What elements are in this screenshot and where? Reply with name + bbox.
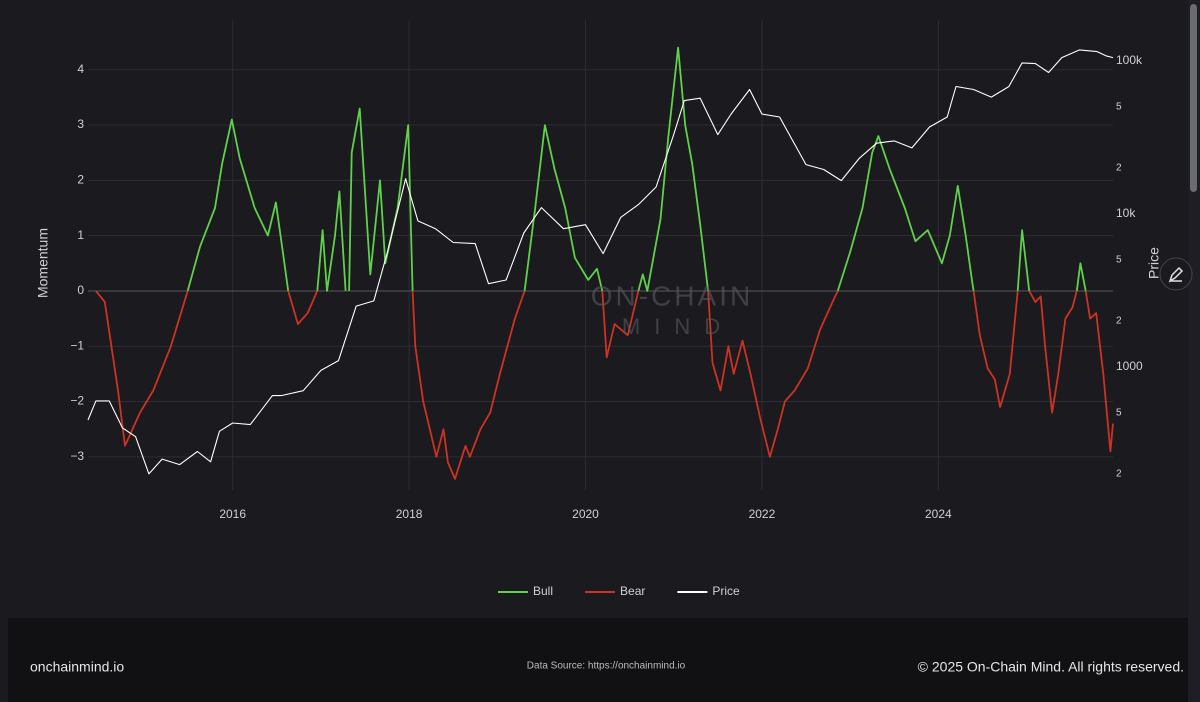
legend-label: Bear [620,584,645,598]
y2-tick-label: 5 [1116,102,1122,113]
y-tick-label: 1 [77,228,84,242]
y2-tick-label: 5 [1116,408,1122,419]
series-line [95,290,1114,480]
y-tick-label: −1 [70,338,84,352]
y2-tick-label: 2 [1116,469,1122,480]
footer-copyright: © 2025 On-Chain Mind. All rights reserve… [918,659,1184,675]
watermark: MIND [622,314,734,339]
watermark: ON-CHAIN [591,280,753,311]
footer [8,618,1188,702]
legend-label: Price [712,584,740,598]
y2-tick-label: 1000 [1116,359,1143,373]
y2-tick-label: 10k [1116,206,1136,220]
y-tick-label: 2 [77,173,84,187]
y-tick-label: −2 [70,394,84,408]
y2-tick-label: 5 [1116,255,1122,266]
x-tick-label: 2022 [749,507,776,521]
x-tick-label: 2024 [925,507,952,521]
legend: Bull Bear Price [498,584,740,598]
x-tick-label: 2018 [396,507,423,521]
y2-tick-label: 100k [1116,53,1143,67]
y-tick-label: 3 [77,117,84,131]
y-tick-label: −3 [70,449,84,463]
series-line [186,46,1087,292]
y-tick-label: 0 [77,283,84,297]
y2-tick-label: 2 [1116,316,1122,327]
x-tick-label: 2020 [572,507,599,521]
y2-axis-title: Price [1146,247,1162,279]
legend-label: Bull [533,584,553,598]
y2-tick-label: 2 [1116,162,1122,173]
footer-site: onchainmind.io [30,659,124,675]
y-axis-title: Momentum [35,228,51,298]
series-line [87,49,1114,475]
footer-text: onchainmind.io Data Source: https://onch… [30,659,1184,675]
footer-source: Data Source: https://onchainmind.io [527,661,686,672]
scrollbar-thumb[interactable] [1190,4,1197,192]
edit-button[interactable] [1159,257,1193,291]
plot-area: 2016 2018 2020 2022 2024 −3 −2 −1 0 1 2 3 4 2 5 1000 2 5 1… [70,20,1143,521]
y-tick-label: 4 [77,62,84,76]
edit-icon [1168,266,1184,283]
x-tick-label: 2016 [219,507,246,521]
